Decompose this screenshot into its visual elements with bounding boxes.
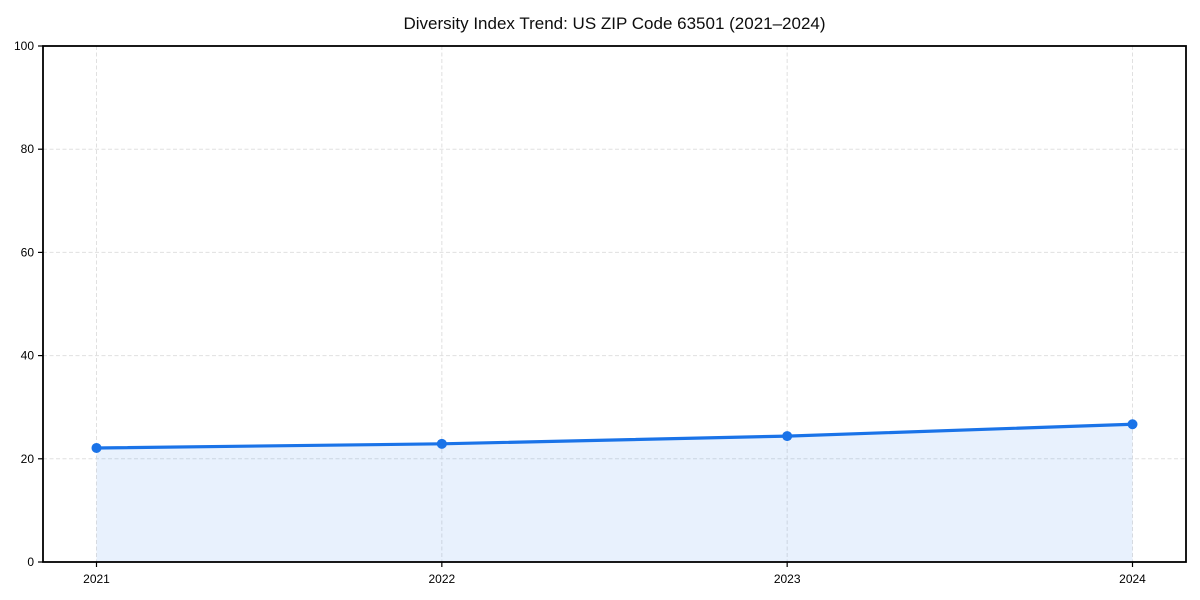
y-tick-label: 100 [14,39,34,53]
x-tick-label: 2022 [428,572,455,586]
x-tick-label: 2024 [1119,572,1146,586]
data-point-2022 [436,438,447,449]
grid-layer [43,45,1186,563]
y-tick-label: 60 [21,245,35,259]
plot-frame [42,45,1187,563]
axes-layer: 0 20 40 60 80 100 2021 2022 2023 2024 [14,39,1187,586]
y-tick-label: 20 [21,452,35,466]
x-tick-label: 2023 [774,572,801,586]
data-layer [91,419,1138,562]
data-point-2023 [782,431,793,442]
y-tick-label: 80 [21,142,35,156]
y-tick-label: 40 [21,349,35,363]
data-point-2024 [1127,419,1138,430]
x-tick-label: 2021 [83,572,110,586]
chart-title: Diversity Index Trend: US ZIP Code 63501… [403,14,825,33]
data-point-2021 [91,442,102,453]
trend-line [94,422,1135,450]
trend-area [96,424,1133,562]
y-tick-label: 0 [27,555,34,569]
